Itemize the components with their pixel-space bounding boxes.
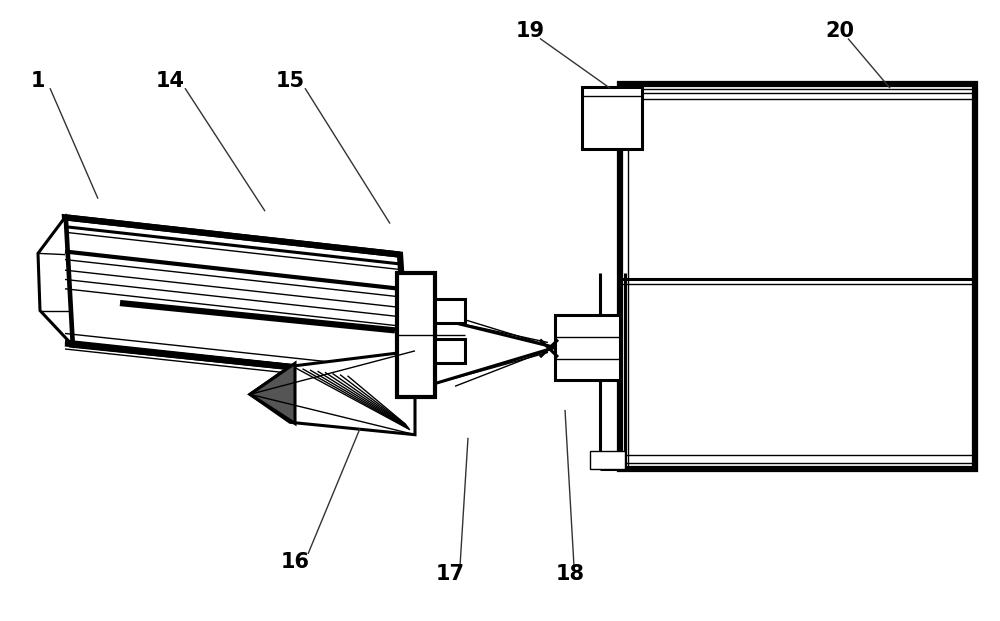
Text: 1: 1 <box>31 71 45 91</box>
Polygon shape <box>65 217 408 379</box>
Bar <box>620 84 975 469</box>
Bar <box>582 87 642 149</box>
Bar <box>435 339 465 363</box>
Bar <box>435 299 465 323</box>
Text: 20: 20 <box>826 21 854 41</box>
Text: 15: 15 <box>275 71 305 91</box>
Polygon shape <box>250 351 415 435</box>
Bar <box>590 451 625 469</box>
Polygon shape <box>38 217 72 345</box>
Bar <box>397 273 435 397</box>
Text: 17: 17 <box>436 564 464 584</box>
Text: 16: 16 <box>280 552 310 572</box>
Polygon shape <box>250 363 295 424</box>
Text: 19: 19 <box>515 21 545 41</box>
Text: 18: 18 <box>556 564 584 584</box>
Bar <box>555 315 620 380</box>
Text: 14: 14 <box>156 71 184 91</box>
